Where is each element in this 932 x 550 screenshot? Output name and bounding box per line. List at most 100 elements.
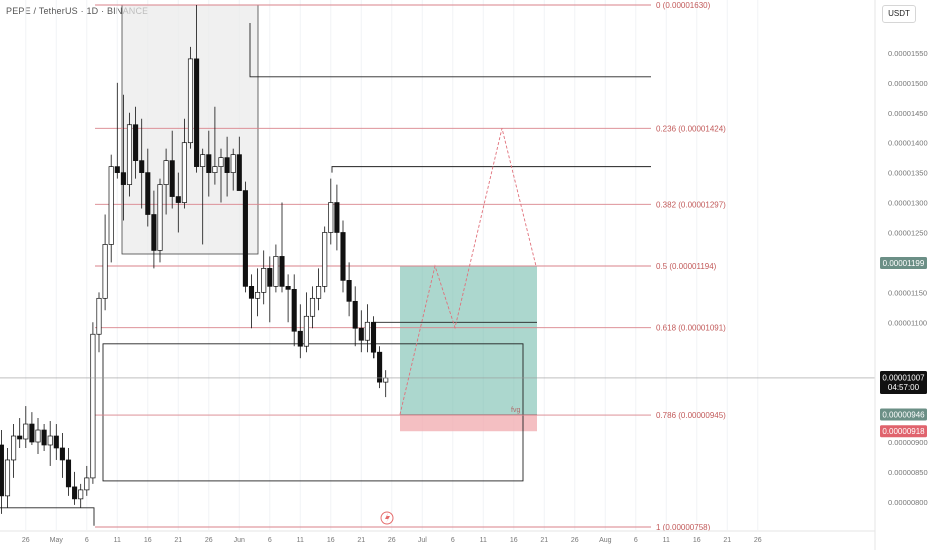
range-boxes [0, 4, 651, 526]
candle-body [224, 157, 230, 173]
time-axis-label: Jul [418, 537, 427, 544]
fib-level-label: 0.5 (0.00001194) [656, 262, 717, 271]
time-axis-label: 26 [22, 537, 30, 544]
candle-body [352, 300, 358, 329]
projection-zigzag [399, 128, 537, 415]
chart-grid [25, 0, 759, 530]
time-axis-label: 11 [297, 537, 304, 544]
price-axis-label: 0.00000800 [888, 498, 928, 507]
time-axis-label: 6 [634, 537, 638, 544]
candle-body [114, 166, 120, 173]
fibonacci-retracement: 0 (0.00001630) 0.236 (0.00001424) 0.382 (0… [95, 1, 726, 532]
time-axis-label: 6 [451, 537, 455, 544]
price-tags: 0.00001199 0.00000946 0.00000918 0.00001007… [880, 257, 927, 438]
price-axis-label: 0.00000900 [888, 438, 928, 447]
time-axis-label: 16 [693, 537, 701, 544]
fib-level-label: 1 (0.00000758) [656, 523, 711, 532]
candle-body [47, 435, 53, 446]
candle-body [255, 291, 261, 299]
candle-body [273, 256, 279, 287]
stop-zone [400, 414, 537, 432]
time-axis-label: 26 [754, 537, 762, 544]
candle-body [340, 232, 346, 281]
candle-body [35, 429, 41, 443]
fib-level-label: 0.382 (0.00001297) [656, 200, 726, 209]
price-axis-label: 0.00001250 [888, 228, 928, 237]
candle-body [17, 435, 23, 440]
price-axis-label: 0.00001100 [888, 318, 927, 327]
candle-body [200, 154, 206, 167]
candle-body [316, 286, 322, 299]
entry-price-tag-text: 0.00000946 [882, 410, 925, 419]
candle-body [145, 172, 151, 215]
price-axis-label: 0.00001450 [888, 109, 928, 118]
entry-price-tag [880, 408, 927, 421]
resistance-line-1 [249, 22, 651, 78]
candle-body [230, 154, 236, 173]
chart-symbol-title: PEPE / TetherUS · 1D · BINANCE [6, 6, 149, 16]
candle-body [0, 444, 4, 497]
resistance-line-2 [331, 166, 651, 173]
fvg-label: fvg [511, 407, 520, 414]
candle-body [218, 157, 224, 167]
price-axis[interactable]: 0.00001550 0.00001500 0.00001450 0.00001400… [874, 0, 928, 550]
target-zone [400, 266, 537, 415]
time-axis-label: 11 [480, 537, 487, 544]
range-box [102, 343, 524, 482]
candle-body [181, 142, 187, 203]
time-axis-label: May [50, 537, 64, 544]
candle-body [242, 190, 248, 287]
candle-body [53, 435, 59, 449]
countdown-text: 04:57:00 [888, 383, 920, 392]
time-axis-label: 26 [205, 537, 213, 544]
candle-body [370, 321, 377, 353]
candle-body [285, 286, 291, 290]
candle-body [358, 327, 364, 341]
candle-body [267, 268, 273, 287]
time-axis-label: 26 [388, 537, 396, 544]
stop-price-tag-text: 0.00000918 [882, 427, 925, 436]
time-axis-label: 11 [663, 537, 670, 544]
candle-body [322, 232, 328, 287]
candle-body [303, 315, 309, 347]
target-price-tag-text: 0.00001199 [883, 259, 925, 268]
candle-body [261, 268, 267, 293]
candle-body [248, 286, 255, 299]
price-axis-label: 0.00001400 [888, 139, 928, 148]
candle-body [11, 435, 17, 461]
candle-body [194, 58, 200, 167]
lightning-bolt [385, 513, 390, 523]
price-axis-label: 0.00001550 [888, 49, 928, 58]
candle-body [157, 184, 163, 251]
time-axis-label: 21 [540, 537, 548, 544]
candle-body [4, 459, 11, 497]
price-axis-label: 0.00001500 [888, 79, 928, 88]
time-axis[interactable]: 26 May 6 11 16 21 26 Jun 6 11 16 21 26 Jul 6 11 16 21 26 Au… [0, 530, 875, 544]
fib-level-label: 0 (0.00001630) [656, 1, 711, 10]
candle-body [96, 297, 102, 335]
candle-body [108, 166, 114, 245]
projection-path [0, 128, 875, 525]
candle-body [102, 244, 108, 299]
candle-body [139, 160, 145, 173]
fib-level-label: 0.786 (0.00000945) [656, 411, 726, 420]
time-axis-label: 6 [85, 537, 89, 544]
candle-body [163, 160, 169, 185]
candle-body [78, 489, 84, 500]
candle-body [279, 256, 285, 287]
candle-body [84, 477, 90, 491]
price-axis-label: 0.00001350 [888, 169, 928, 178]
target-price-tag [880, 257, 927, 270]
candle-body [90, 333, 96, 479]
candle-body [175, 196, 181, 203]
time-axis-label: 16 [144, 537, 152, 544]
position-zones [400, 266, 537, 432]
candle-body [334, 202, 340, 233]
candle-body [383, 377, 389, 383]
candle-body [23, 423, 29, 440]
fib-level-label: 0.618 (0.00001091) [656, 324, 726, 333]
currency-button[interactable]: USDT [882, 5, 916, 23]
candle-body [377, 351, 383, 383]
current-price-tag [880, 370, 927, 394]
